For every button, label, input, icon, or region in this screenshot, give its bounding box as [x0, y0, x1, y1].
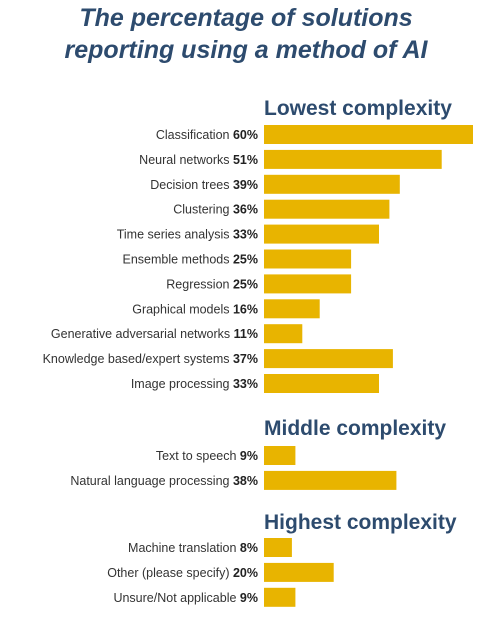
bar	[264, 249, 352, 269]
category-name: Decision trees	[150, 178, 233, 192]
value-label: 38%	[233, 474, 258, 488]
category-label: Decision trees 39%	[150, 178, 258, 192]
category-label: Image processing 33%	[131, 377, 258, 391]
bar	[264, 374, 379, 393]
category-name: Machine translation	[128, 541, 240, 555]
group-2: Highest complexity Machine translation 8%…	[107, 511, 457, 607]
value-label: 11%	[234, 327, 258, 341]
category-label: Knowledge based/expert systems 37%	[43, 352, 258, 366]
category-name: Image processing	[131, 377, 233, 391]
value-label: 33%	[233, 377, 258, 391]
bar	[264, 470, 397, 490]
value-label: 16%	[233, 302, 258, 316]
category-label: Time series analysis 33%	[117, 228, 258, 242]
chart-title: The percentage of solutions reporting us…	[0, 2, 492, 66]
value-label: 9%	[240, 591, 258, 605]
bar	[264, 199, 390, 219]
value-label: 36%	[233, 203, 258, 217]
chart-title-line-2: reporting using a method of AI	[64, 36, 428, 64]
category-label: Other (please specify) 20%	[107, 566, 258, 580]
chart-title-line-1: The percentage of solutions	[79, 4, 413, 32]
bar	[264, 299, 320, 319]
category-label: Graphical models 16%	[132, 302, 258, 316]
group-heading: Highest complexity	[264, 511, 457, 534]
category-label: Generative adversarial networks 11%	[51, 327, 258, 341]
category-label: Neural networks 51%	[139, 153, 258, 167]
bar	[264, 446, 296, 465]
category-name: Natural language processing	[70, 474, 233, 488]
value-label: 51%	[233, 153, 258, 167]
value-label: 9%	[240, 449, 258, 463]
value-label: 60%	[233, 128, 258, 142]
bar	[264, 174, 400, 194]
category-name: Unsure/Not applicable	[113, 591, 239, 605]
category-label: Clustering 36%	[173, 203, 258, 217]
category-name: Text to speech	[156, 449, 240, 463]
value-label: 20%	[233, 566, 258, 580]
group-heading: Lowest complexity	[264, 97, 452, 120]
category-name: Graphical models	[132, 302, 233, 316]
category-name: Time series analysis	[117, 228, 233, 242]
category-label: Natural language processing 38%	[70, 474, 258, 488]
category-label: Regression 25%	[166, 277, 258, 291]
category-name: Neural networks	[139, 153, 233, 167]
bar	[264, 562, 334, 582]
category-label: Classification 60%	[156, 128, 258, 142]
category-name: Other (please specify)	[107, 566, 233, 580]
category-label: Text to speech 9%	[156, 449, 258, 463]
category-name: Ensemble methods	[122, 253, 232, 267]
value-label: 33%	[233, 228, 258, 242]
category-name: Generative adversarial networks	[51, 327, 234, 341]
group-1: Middle complexity Text to speech 9% Natura…	[70, 417, 446, 490]
category-label: Machine translation 8%	[128, 541, 258, 555]
category-label: Unsure/Not applicable 9%	[113, 591, 258, 605]
value-label: 25%	[233, 253, 258, 267]
bar	[264, 349, 393, 369]
value-label: 8%	[240, 541, 258, 555]
bar	[264, 538, 292, 557]
bar	[264, 324, 303, 344]
value-label: 25%	[233, 277, 258, 291]
bar	[264, 125, 473, 144]
category-label: Ensemble methods 25%	[122, 253, 258, 267]
bar	[264, 149, 442, 169]
value-label: 39%	[233, 178, 258, 192]
group-heading: Middle complexity	[264, 417, 446, 440]
category-name: Knowledge based/expert systems	[43, 352, 233, 366]
bar	[264, 587, 296, 607]
bar	[264, 274, 352, 294]
category-name: Clustering	[173, 203, 233, 217]
bar	[264, 224, 379, 244]
category-name: Classification	[156, 128, 233, 142]
value-label: 37%	[233, 352, 258, 366]
category-name: Regression	[166, 277, 233, 291]
